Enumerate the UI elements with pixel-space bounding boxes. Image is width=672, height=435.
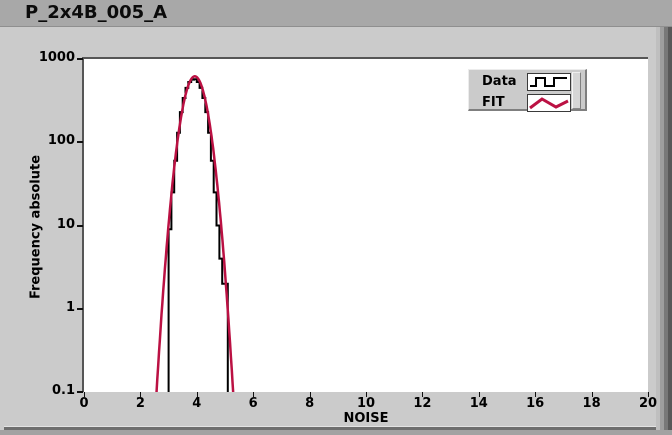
window-edge-bottom-highlight	[4, 426, 656, 427]
data-plot-style-button[interactable]	[527, 73, 571, 91]
window-edge-bottom-band	[0, 430, 672, 435]
x-tick-mark	[535, 392, 537, 397]
x-tick-label: 0	[79, 396, 89, 411]
data-step-curve	[167, 78, 229, 392]
x-tick-mark	[648, 392, 649, 397]
y-tick-mark	[77, 141, 83, 144]
x-tick-label: 8	[305, 396, 315, 411]
y-tick-mark	[77, 307, 83, 310]
x-tick-label: 18	[582, 396, 601, 411]
x-tick-label: 6	[248, 396, 258, 411]
y-tick-label: 1000	[38, 50, 75, 65]
zigzag-icon	[529, 97, 569, 110]
y-tick-label: 1	[65, 299, 75, 315]
window-edge-bottom-shadow	[4, 427, 656, 430]
square-wave-icon	[530, 77, 567, 87]
fit-gaussian-curve	[155, 75, 235, 392]
legend-label-data: Data	[482, 74, 517, 89]
x-tick-mark	[366, 392, 367, 397]
x-tick-label: 10	[356, 396, 376, 411]
x-axis-title: NOISE	[343, 411, 389, 426]
y-tick-mark	[77, 391, 83, 393]
y-tick-label: 100	[47, 133, 75, 149]
title-bar: P_2x4B_005_A	[0, 0, 672, 27]
chart-canvas	[155, 75, 235, 392]
y-tick-mark	[77, 224, 83, 227]
page-title: P_2x4B_005_A	[25, 2, 168, 23]
y-tick-label: 0.1	[51, 383, 75, 398]
x-tick-mark	[140, 392, 142, 397]
x-tick-label: 14	[469, 396, 488, 411]
x-tick-label: 20	[638, 396, 658, 411]
x-tick-mark	[422, 392, 424, 397]
plot-area	[82, 57, 648, 392]
fit-plot-style-button[interactable]	[527, 94, 571, 112]
x-tick-mark	[591, 392, 593, 397]
x-tick-mark	[84, 392, 85, 397]
x-tick-label: 16	[526, 396, 545, 411]
window-edge-right-1	[656, 27, 660, 430]
x-tick-mark	[309, 392, 311, 397]
x-tick-mark	[253, 392, 255, 397]
x-tick-label: 4	[192, 396, 202, 411]
x-tick-mark	[478, 392, 480, 397]
x-tick-label: 12	[413, 396, 432, 411]
window-edge-right-3	[664, 27, 668, 430]
x-tick-label: 2	[135, 396, 145, 411]
window-edge-right-4	[668, 27, 672, 430]
y-tick-label: 10	[56, 216, 75, 232]
window-edge-right-2	[660, 27, 664, 430]
y-tick-mark	[77, 58, 83, 60]
x-tick-mark	[196, 392, 198, 397]
legend-label-fit: FIT	[482, 95, 505, 110]
legend-scrollbar[interactable]	[572, 72, 581, 109]
plot-legend: Data FIT	[468, 69, 587, 112]
